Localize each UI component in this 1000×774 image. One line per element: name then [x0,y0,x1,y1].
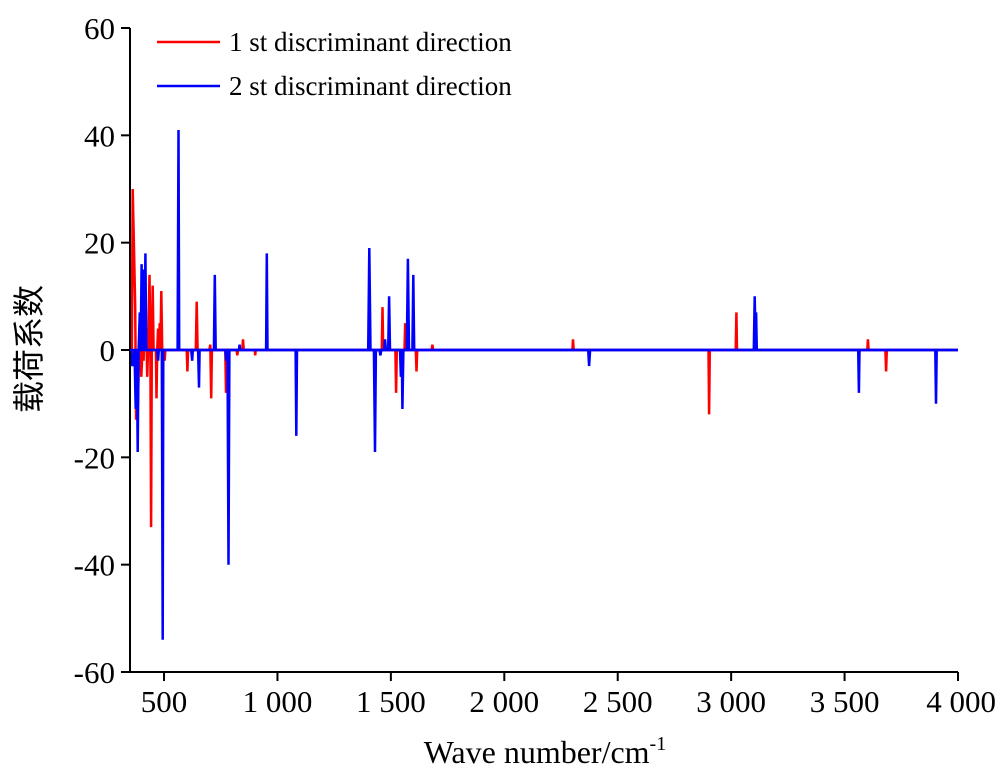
x-tick-label: 1 500 [356,684,426,719]
x-tick-label: 1 000 [243,684,313,719]
x-tick-label: 2 500 [583,684,653,719]
x-tick-label: 4 000 [926,684,996,719]
series-layer [129,129,958,640]
legend: 1 st discriminant direction 2 st discrim… [157,27,512,101]
legend-label-series-1: 1 st discriminant direction [229,27,512,57]
y-tick-label: -40 [74,548,115,583]
y-tick-label: -20 [74,440,115,475]
series-line-1 [129,188,958,528]
y-axis-title: 载荷系数 [11,285,47,413]
x-tick-label: 3 000 [696,684,766,719]
y-tick-label: 20 [84,226,115,261]
axes-layer [129,28,958,673]
x-tick-label: 3 500 [810,684,880,719]
series-line-2 [129,129,958,640]
y-tick-label: 60 [84,11,115,46]
y-tick-label: 0 [100,333,116,368]
ticks-layer: 60 40 20 0 -20 -40 -60 500 1 000 1 500 2 000 2 500 3… [74,11,996,719]
y-tick-label: -60 [74,655,115,690]
x-tick-label: 500 [141,684,188,719]
x-axis-title: Wave number/cm-1 [424,733,666,770]
x-axis-title-superscript: -1 [650,733,667,755]
x-tick-label: 2 000 [469,684,539,719]
y-tick-label: 40 [84,118,115,153]
legend-label-series-2: 2 st discriminant direction [229,71,512,101]
